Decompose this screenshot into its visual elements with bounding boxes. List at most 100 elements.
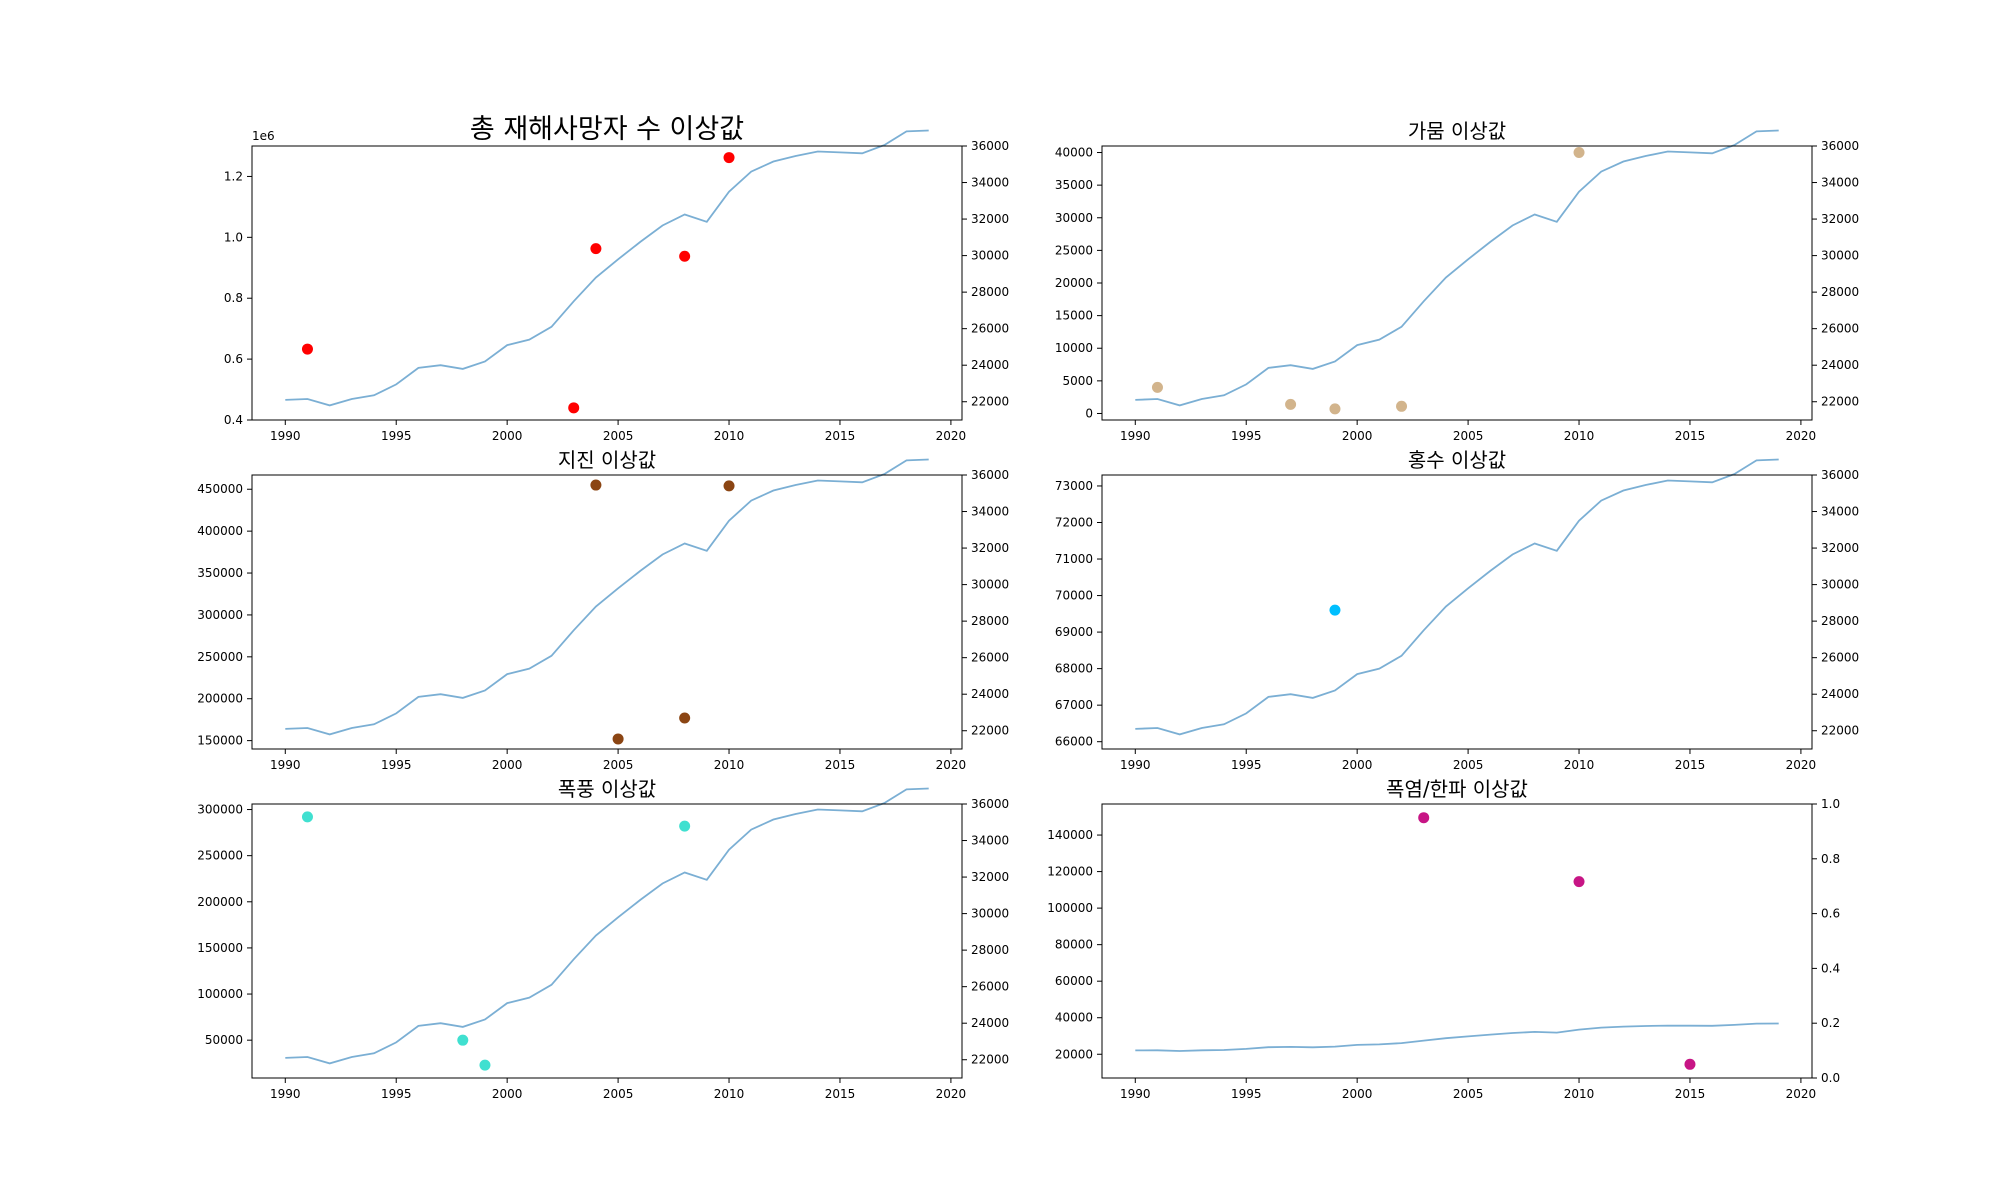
y2-tick-label: 36000 <box>971 139 1009 153</box>
y-tick-label: 1.2 <box>224 169 243 183</box>
x-tick-label: 2000 <box>492 1087 523 1101</box>
y-tick-label: 400000 <box>197 524 243 538</box>
x-tick-label: 2005 <box>1453 758 1484 772</box>
y2-tick-label: 26000 <box>1821 651 1859 665</box>
y2-tick-label: 32000 <box>1821 541 1859 555</box>
y-tick-label: 80000 <box>1055 938 1093 952</box>
y2-tick-label: 28000 <box>971 614 1009 628</box>
y2-tick-label: 0.4 <box>1821 961 1840 975</box>
subplot-title: 폭염/한파 이상값 <box>1386 777 1528 801</box>
y-tick-label: 35000 <box>1055 178 1093 192</box>
series-line <box>285 129 929 407</box>
outlier-point <box>590 479 602 491</box>
outlier-point <box>479 1059 491 1071</box>
y2-tick-label: 28000 <box>971 285 1009 299</box>
x-tick-label: 2000 <box>1342 758 1373 772</box>
y2-tick-label: 26000 <box>971 322 1009 336</box>
subplot-title: 가뭄 이상값 <box>1408 119 1506 143</box>
x-tick-label: 2020 <box>1786 758 1817 772</box>
y-tick-label: 1.0 <box>224 230 243 244</box>
x-tick-label: 1990 <box>270 758 301 772</box>
y2-tick-label: 34000 <box>1821 176 1859 190</box>
y-tick-label: 0.8 <box>224 291 243 305</box>
subplot-panel: 가뭄 이상값 1990 1995 2000 2005 2010 2015 2020 0 5000 1… <box>1055 119 1859 443</box>
y-tick-label: 250000 <box>197 650 243 664</box>
x-tick-label: 1995 <box>1231 758 1262 772</box>
axes-frame <box>251 145 963 421</box>
subplot-panel: 폭염/한파 이상값 1990 1995 2000 2005 2010 2015 2020 200… <box>1047 777 1840 1101</box>
y-tick-label: 67000 <box>1055 698 1093 712</box>
y-tick-label: 10000 <box>1055 341 1093 355</box>
y-tick-label: 72000 <box>1055 515 1093 529</box>
y2-tick-label: 24000 <box>971 687 1009 701</box>
y2-tick-label: 32000 <box>971 212 1009 226</box>
axes-frame <box>1101 474 1813 750</box>
series-line <box>285 787 929 1065</box>
outlier-point <box>612 733 624 745</box>
y2-tick-label: 30000 <box>971 578 1009 592</box>
subplot-title: 홍수 이상값 <box>1408 448 1506 472</box>
x-tick-label: 2020 <box>936 1087 967 1101</box>
series-line <box>1135 1022 1779 1052</box>
y2-tick-label: 30000 <box>1821 249 1859 263</box>
x-tick-label: 2005 <box>603 1087 634 1101</box>
y-tick-label: 70000 <box>1055 589 1093 603</box>
y-tick-label: 15000 <box>1055 309 1093 323</box>
x-tick-label: 2015 <box>825 1087 856 1101</box>
outlier-point <box>1684 1058 1696 1070</box>
x-tick-label: 2015 <box>1675 429 1706 443</box>
y-tick-label: 150000 <box>197 734 243 748</box>
y-tick-label: 450000 <box>197 482 243 496</box>
outlier-point <box>1329 403 1341 415</box>
outlier-point <box>1285 398 1297 410</box>
y2-tick-label: 32000 <box>1821 212 1859 226</box>
y-tick-label: 73000 <box>1055 479 1093 493</box>
y-tick-label: 30000 <box>1055 211 1093 225</box>
y-tick-label: 300000 <box>197 608 243 622</box>
y2-tick-label: 34000 <box>971 834 1009 848</box>
outlier-point <box>679 712 691 724</box>
x-tick-label: 2000 <box>1342 1087 1373 1101</box>
y2-tick-label: 34000 <box>971 505 1009 519</box>
y2-tick-label: 24000 <box>971 358 1009 372</box>
y2-tick-label: 24000 <box>1821 358 1859 372</box>
y2-tick-label: 26000 <box>971 651 1009 665</box>
y2-tick-label: 22000 <box>1821 724 1859 738</box>
y-tick-label: 350000 <box>197 566 243 580</box>
series-line <box>1135 129 1779 407</box>
x-tick-label: 1990 <box>1120 1087 1151 1101</box>
x-tick-label: 1995 <box>381 1087 412 1101</box>
y2-tick-label: 32000 <box>971 541 1009 555</box>
y-tick-label: 0 <box>1085 406 1093 420</box>
subplot-grid: 총 재해사망자 수 이상값 1e6 1990 1995 2000 2005 2010 2015… <box>197 114 1859 1101</box>
y-tick-label: 20000 <box>1055 1047 1093 1061</box>
subplot-title: 폭풍 이상값 <box>558 777 656 801</box>
y-tick-label: 69000 <box>1055 625 1093 639</box>
y2-tick-label: 32000 <box>971 870 1009 884</box>
x-tick-label: 1990 <box>1120 429 1151 443</box>
y-tick-label: 25000 <box>1055 243 1093 257</box>
y2-tick-label: 24000 <box>971 1016 1009 1030</box>
y2-tick-label: 28000 <box>1821 614 1859 628</box>
y-tick-label: 68000 <box>1055 662 1093 676</box>
x-tick-label: 2010 <box>714 758 745 772</box>
subplot-title: 총 재해사망자 수 이상값 <box>470 114 744 145</box>
series-line <box>1135 458 1779 736</box>
x-tick-label: 1990 <box>270 429 301 443</box>
y-tick-label: 71000 <box>1055 552 1093 566</box>
y-tick-label: 5000 <box>1062 374 1093 388</box>
x-tick-label: 2005 <box>603 429 634 443</box>
y-tick-label: 250000 <box>197 849 243 863</box>
series-line <box>285 458 929 736</box>
y-tick-label: 140000 <box>1047 828 1093 842</box>
outlier-point <box>1573 876 1585 888</box>
x-tick-label: 2000 <box>1342 429 1373 443</box>
y-tick-label: 60000 <box>1055 974 1093 988</box>
y2-tick-label: 36000 <box>971 468 1009 482</box>
y2-tick-label: 26000 <box>1821 322 1859 336</box>
y2-tick-label: 0.0 <box>1821 1071 1840 1085</box>
outlier-point <box>301 343 313 355</box>
y-tick-label: 200000 <box>197 895 243 909</box>
